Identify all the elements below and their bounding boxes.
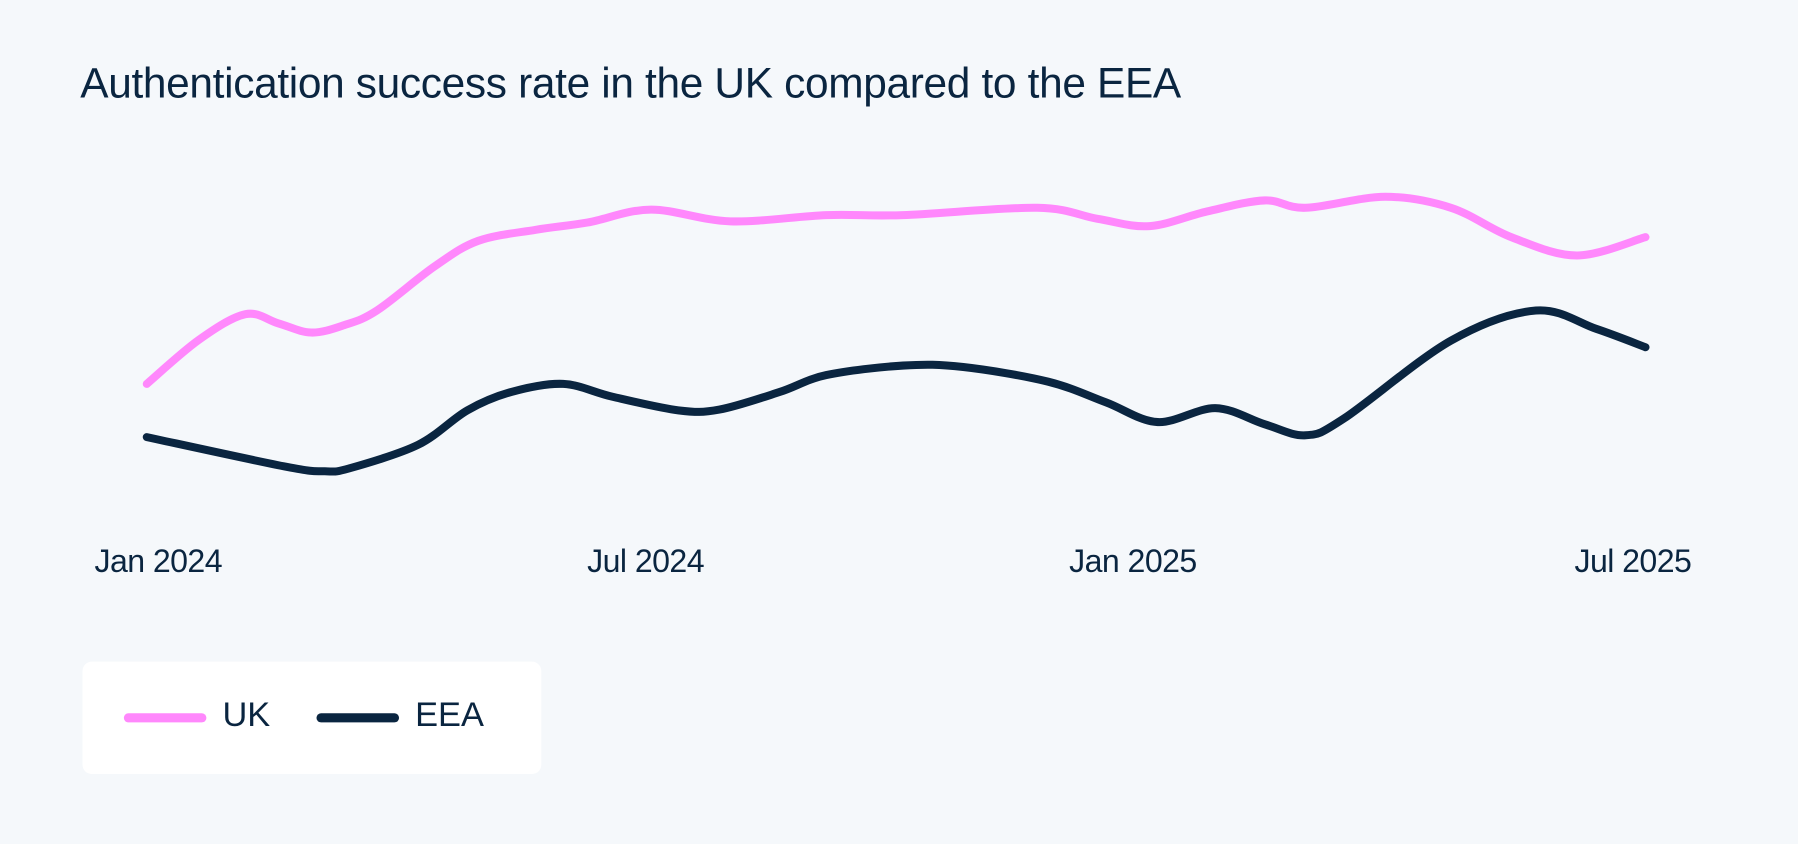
- series-line-eea: [142, 306, 1650, 476]
- legend-label-eea: EEA: [415, 696, 484, 734]
- x-tick-label: Jan 2024: [94, 543, 223, 580]
- legend-label-uk: UK: [222, 696, 271, 734]
- x-tick-label: Jul 2025: [1574, 543, 1692, 580]
- x-tick-label: Jan 2025: [1069, 543, 1197, 580]
- x-tick-label: Jul 2024: [587, 543, 704, 580]
- legend: UK EEA: [82, 661, 542, 775]
- legend-swatch-uk: [123, 713, 207, 723]
- chart-title: Authentication success rate in the UK co…: [80, 59, 1181, 107]
- legend-swatch-eea: [316, 713, 400, 723]
- series-line-uk: [142, 192, 1650, 388]
